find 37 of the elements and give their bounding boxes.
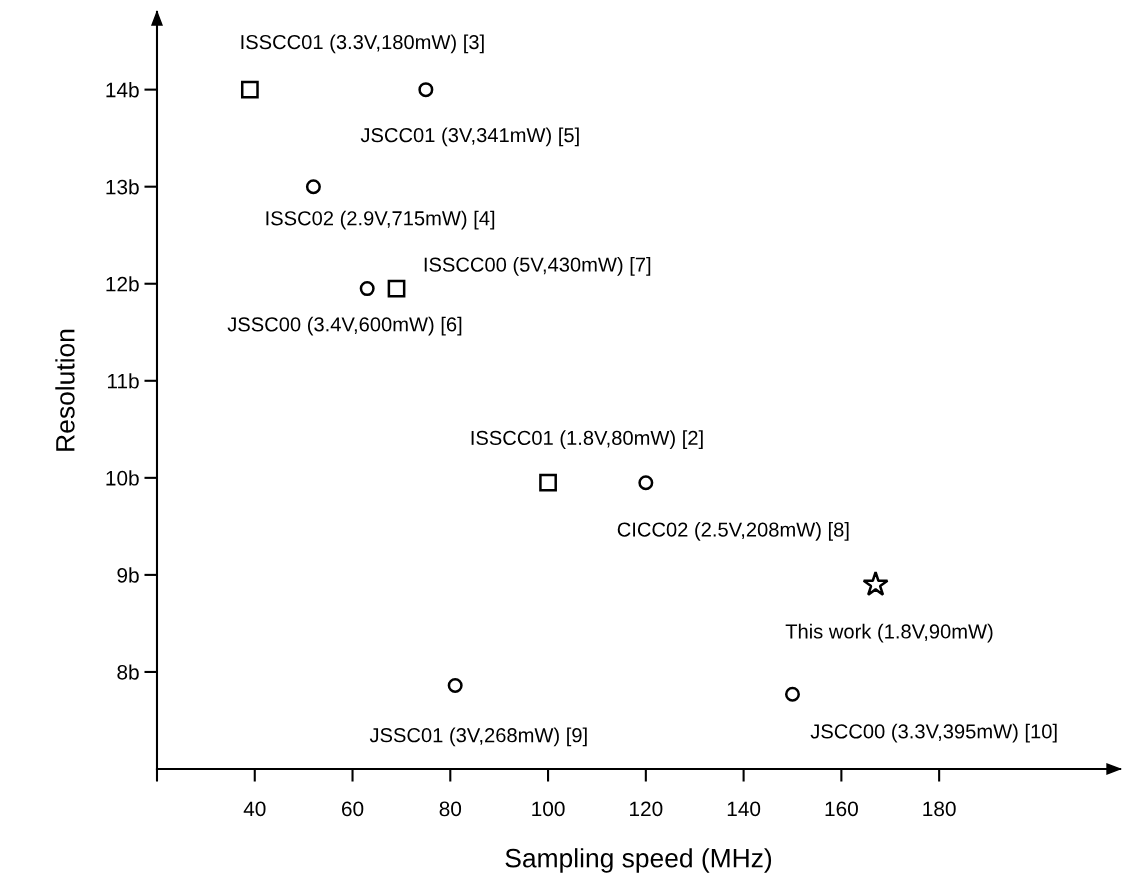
annotation: CICC02 (2.5V,208mW) [8] (617, 521, 849, 541)
y-axis-title: Resolution (55, 329, 75, 451)
point (862, 570, 889, 596)
x-tick-label: 120 (630, 801, 663, 817)
x-tick-label: 100 (532, 801, 565, 817)
annotation: JSCC01 (3V,341mW) [5] (360, 127, 579, 147)
y-tick-label: 13b (106, 179, 139, 195)
annotation: JSSC00 (3.4V,600mW) [6] (227, 316, 462, 336)
y-tick-label: 14b (106, 82, 139, 98)
x-tick-label: 140 (727, 801, 761, 817)
y-tick-label: 10b (106, 470, 139, 486)
x-tick-label: 60 (342, 801, 364, 817)
annotation: JSSC01 (3V,268mW) [9] (369, 727, 587, 747)
point (305, 179, 321, 195)
point (359, 281, 375, 297)
x-tick-label: 80 (439, 801, 462, 817)
annotation: ISSCC00 (5V,430mW) [7] (424, 256, 651, 276)
annotation: ISSC02 (2.9V,715mW) [4] (266, 210, 495, 230)
annotation: ISSCC01 (3.3V,180mW) [3] (241, 34, 484, 54)
point (638, 475, 654, 491)
annotation: This work (1.8V,90mW) (785, 623, 993, 643)
y-tick-label: 9b (117, 567, 139, 583)
annotation: JSCC00 (3.3V,395mW) [10] (810, 723, 1057, 743)
x-axis-title: Sampling speed (MHz) (505, 848, 772, 873)
point (240, 80, 259, 99)
point (539, 473, 557, 492)
x-tick-label: 180 (923, 801, 956, 817)
y-tick-label: 8b (117, 664, 139, 680)
point (387, 279, 406, 298)
annotation: ISSCC01 (1.8V,80mW) [2] (471, 430, 703, 450)
y-tick-label: 12b (106, 276, 139, 292)
x-tick-label: 40 (243, 801, 266, 817)
y-tick-label: 11b (108, 373, 139, 389)
point (784, 686, 800, 702)
point (447, 678, 463, 694)
point (418, 82, 434, 98)
x-tick-label: 160 (825, 801, 858, 817)
